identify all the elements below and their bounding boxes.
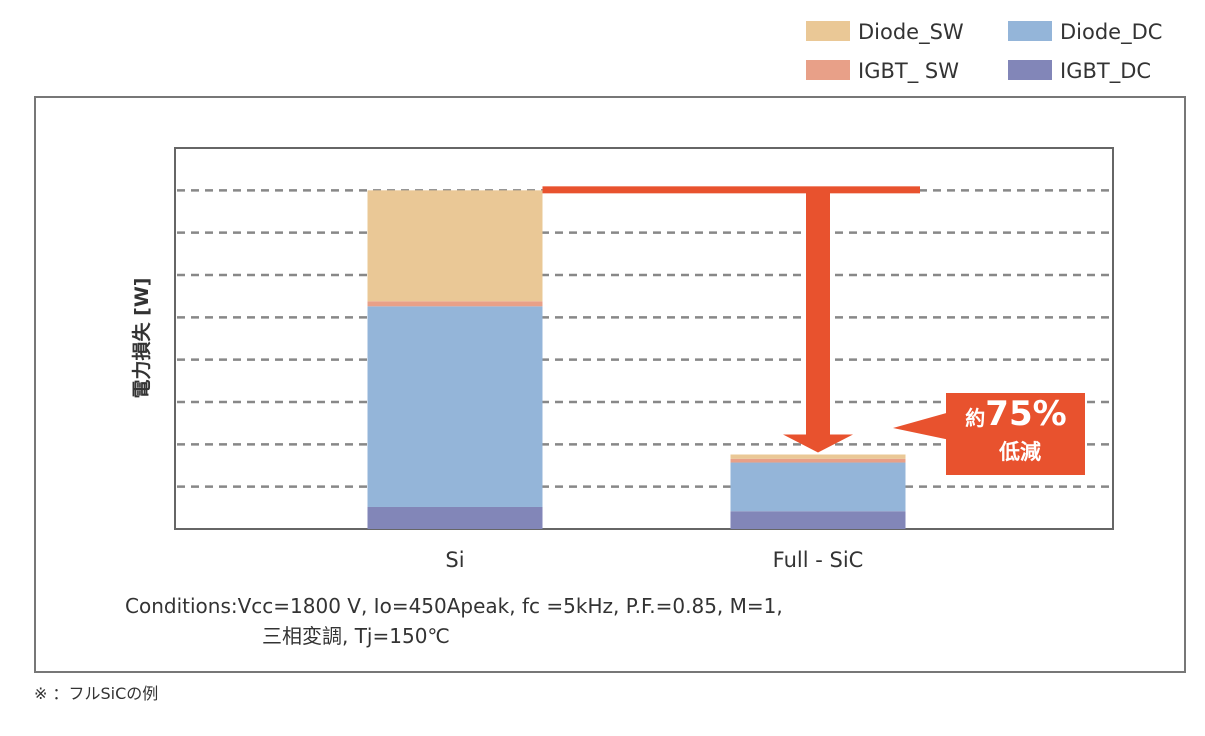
bar-segment-igbtsw [367, 301, 543, 307]
outer-frame [34, 96, 1186, 673]
footnote: ※ ：フルSiCの例 [34, 684, 159, 703]
bar-segment-diodedc [367, 306, 543, 507]
bar-segment-igbtdc [367, 506, 543, 529]
conditions-line-2: 三相変調, Tj=150℃ [262, 624, 450, 648]
x-tick-label: Si [445, 548, 464, 572]
legend-item: Diode_DC [1008, 20, 1162, 45]
conditions-line-1: Conditions:Vcc=1800 V, Io=450Apeak, fc =… [125, 594, 783, 618]
legend-swatch [1008, 21, 1052, 41]
x-tick-label: Full - SiC [773, 548, 864, 572]
bar-segment-diodesw [367, 190, 543, 302]
reduction-arrow [783, 190, 853, 453]
bar-segment-diodesw [730, 454, 906, 459]
callout-percent: 約75% [965, 394, 1066, 434]
y-axis-label: 電力損失 [W] [130, 278, 153, 399]
legend-label: IGBT_DC [1060, 59, 1151, 84]
legend-label: Diode_DC [1060, 20, 1162, 45]
reference-line [542, 186, 920, 194]
legend-swatch [806, 60, 850, 80]
bar-segment-igbtdc [730, 511, 906, 529]
bar-segment-diodedc [730, 462, 906, 512]
legend-label: Diode_SW [858, 20, 964, 45]
legend-item: IGBT_DC [1008, 59, 1151, 84]
legend-swatch [806, 21, 850, 41]
legend-item: Diode_SW [806, 20, 964, 45]
callout-pointer [893, 412, 950, 440]
legend-label: IGBT_ SW [858, 59, 959, 84]
callout-reduction-label: 低減 [998, 440, 1041, 464]
legend-item: IGBT_ SW [806, 59, 959, 84]
legend-swatch [1008, 60, 1052, 80]
callout-box [946, 393, 1085, 475]
bar-segment-igbtsw [730, 458, 906, 463]
